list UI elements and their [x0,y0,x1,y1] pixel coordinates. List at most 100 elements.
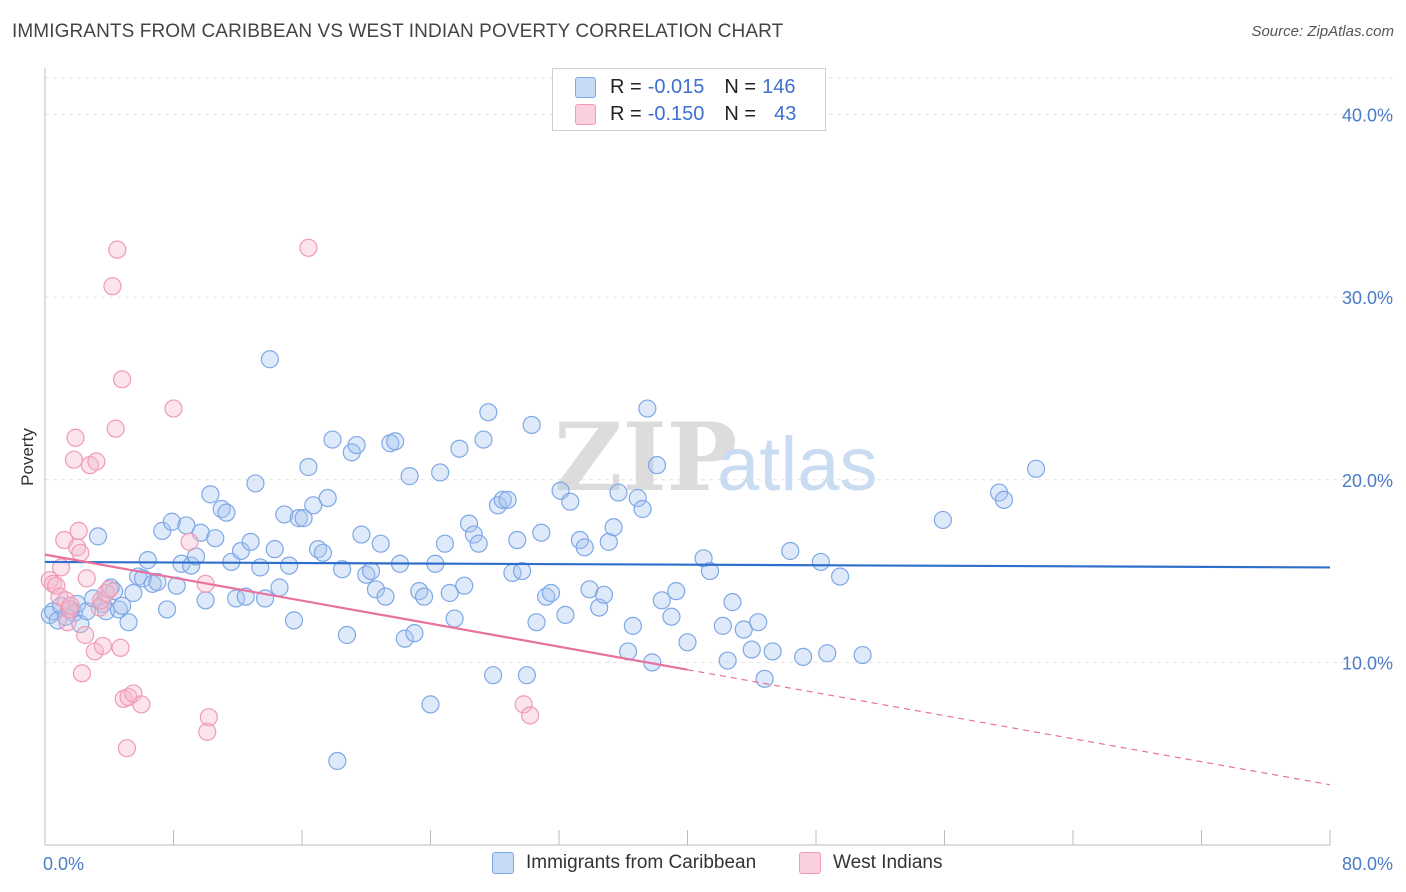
x-tick-label: 80.0% [1342,854,1393,874]
data-point [371,534,390,553]
data-point [347,435,366,455]
y-tick-label: 30.0% [1342,288,1393,308]
data-point [196,591,215,610]
r-label: R = [610,75,642,98]
west-indian-legend-swatch [799,852,821,874]
data-point [153,521,172,540]
data-point [742,640,761,659]
data-point [678,633,697,652]
data-point [313,543,332,562]
data-point [479,403,498,422]
data-point [514,695,533,714]
data-point [464,525,483,544]
data-point [299,457,318,477]
data-point [119,613,138,632]
data-point [352,525,371,544]
data-point [459,514,479,533]
data-point [318,488,337,508]
data-point [201,485,220,504]
data-point [713,616,732,635]
data-point [64,450,84,469]
legend-row-caribbean: R = -0.015 N = 146 [575,74,795,100]
data-point [323,430,342,449]
data-point [111,638,130,657]
data-point [132,695,151,714]
data-point [124,583,143,603]
trend-line [44,560,1331,569]
data-point [260,350,279,369]
data-point [198,722,217,741]
data-point [638,399,657,418]
data-point [117,739,137,758]
data-point [700,561,720,581]
data-point [431,463,450,482]
data-point [376,587,395,606]
r-value: -0.150 [647,102,705,125]
data-point [512,561,532,581]
data-point [604,518,623,537]
legend-row-west-indian: R = -0.150 N = 43 [575,101,796,127]
data-point [667,582,686,601]
y-axis-label: Poverty [18,428,37,486]
data-point [575,538,594,557]
data-point [450,439,469,458]
tick-labels: 10.0% 20.0% 30.0% 40.0% 0.0% 80.0% [43,106,1393,874]
data-point [100,580,119,599]
data-point [469,534,488,553]
legend-item-west-indian: West Indians [799,852,942,874]
caribbean-legend-label: Immigrants from Caribbean [526,852,757,873]
data-point [755,669,774,688]
trend-lines [44,553,1331,786]
data-point [386,432,405,451]
data-point [108,240,127,259]
data-point [299,238,318,257]
data-point [275,505,294,524]
data-point [180,532,199,551]
data-point [47,576,66,595]
data-point [781,541,800,561]
data-point [133,569,153,588]
data-point [241,532,260,551]
data-point [561,492,580,511]
data-point [112,370,132,389]
data-point [87,452,106,471]
data-point [853,645,872,665]
r-label: R = [610,102,642,125]
data-point [164,399,183,418]
data-point [182,556,201,575]
data-point [66,428,85,447]
data-point [794,647,813,667]
r-value: -0.015 [647,75,705,98]
data-point [162,512,181,531]
y-tick-label: 10.0% [1342,653,1393,673]
data-point [1026,459,1046,478]
data-point [337,625,357,645]
x-tick-label: 0.0% [43,854,84,874]
n-value: 146 [762,75,796,98]
data-point [294,509,313,528]
data-point [148,572,167,592]
data-point [662,607,681,626]
data-point [71,543,90,562]
data-point [206,529,225,548]
data-point [51,558,71,577]
data-point [289,509,308,528]
data-point [410,582,429,601]
data-point [633,499,652,519]
trend-line [44,553,688,671]
data-point [474,430,493,449]
data-point [199,708,218,727]
data-point [556,605,575,625]
data-point [61,596,80,615]
data-point [508,530,527,550]
west-indian-legend-label: West Indians [833,852,943,873]
data-point [246,474,265,493]
y-tick-label: 20.0% [1342,471,1393,491]
data-point [328,751,347,771]
data-point [72,664,92,683]
data-point [400,467,419,486]
data-point [138,551,157,570]
data-point [231,541,251,561]
y-tick-label: 40.0% [1342,106,1393,126]
data-point [106,419,125,438]
